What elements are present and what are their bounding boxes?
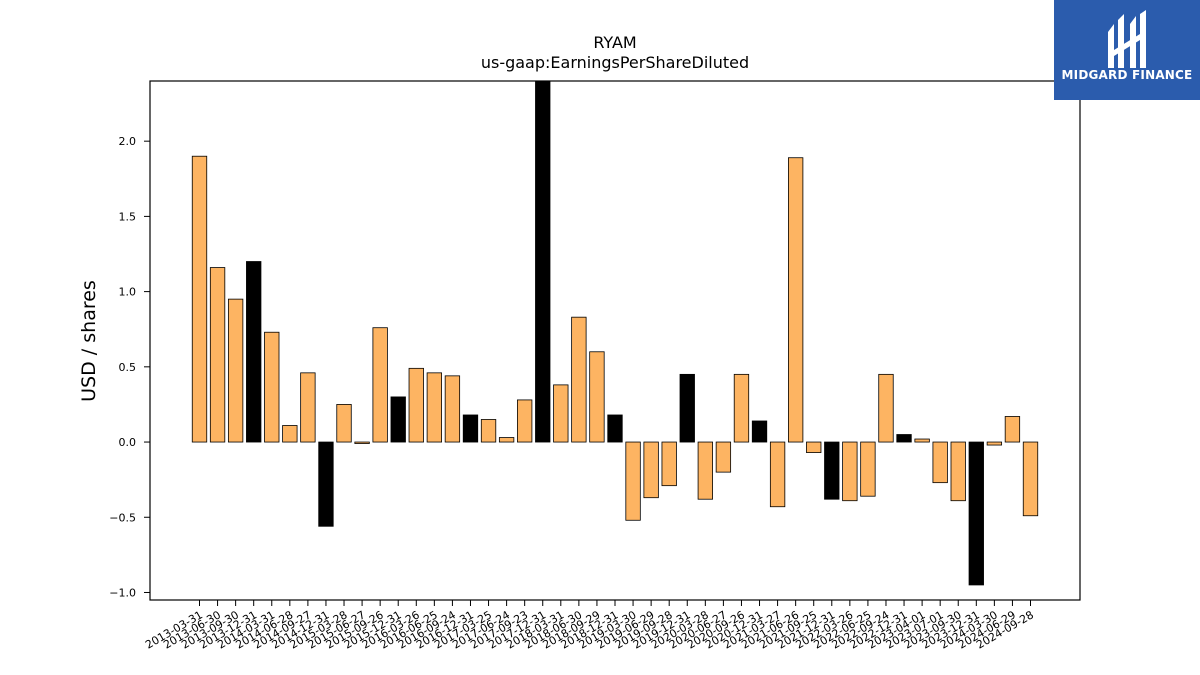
bar-2019-09-28 [661,441,677,487]
midgard-finance-logo: MIDGARD FINANCE [1054,0,1200,100]
bar-2022-12-31 [896,434,912,443]
y-axis-label: USD / shares [78,280,100,402]
bar-2020-03-28 [697,441,713,500]
y-tick-label: −0.5 [109,511,136,524]
bar-2015-12-31 [390,396,406,443]
bar-2022-09-24 [878,373,894,443]
bar-2021-09-25 [806,441,822,453]
bar-2020-06-27 [715,441,732,473]
plot-frame [149,80,1081,601]
chart-subtitle: us-gaap:EarningsPerShareDiluted [481,53,749,72]
bar-2018-12-31 [607,414,623,443]
bar-2017-09-23 [517,399,533,443]
bar-2017-12-31 [535,80,551,443]
bar-2018-06-30 [571,316,587,443]
bar-2017-03-25 [480,419,497,443]
bar-2016-12-31 [462,414,479,443]
logo-text: MIDGARD FINANCE [1061,68,1193,82]
y-tick-label: 2.0 [119,135,137,148]
bar-2018-09-29 [589,351,605,443]
bar-2014-06-28 [282,425,298,443]
y-tick-label: −1.0 [109,586,136,599]
y-tick-label: 1.5 [119,210,137,223]
bar-2021-03-27 [769,441,786,508]
bar-2019-03-30 [625,441,641,521]
bar-2024-09-28 [1022,441,1039,517]
y-axis-ticks: −1.0 −0.5 0.0 0.5 1.0 1.5 2.0 [109,135,150,599]
bar-2016-03-26 [408,367,424,443]
bar-2016-06-25 [426,372,443,443]
x-axis-ticks: 2013-03-312013-06-302013-09-302013-12-31… [143,600,1036,652]
bar-2021-06-26 [788,157,804,443]
y-tick-label: 0.0 [119,436,137,449]
bar-2016-09-24 [444,375,461,443]
bar-2023-09-30 [950,441,966,502]
y-tick-label: 0.5 [119,361,137,374]
chart-title: RYAM [593,33,636,52]
bar-2014-03-31 [264,331,280,443]
bar-2020-12-31 [751,420,768,443]
bar-2023-04-01 [914,438,930,443]
bar-2024-06-29 [1004,416,1021,443]
bar-2015-06-27 [354,441,370,444]
bar-2022-03-26 [842,441,858,502]
bar-2019-12-31 [679,373,695,443]
bar-2013-12-31 [246,261,262,443]
bar-2023-12-31 [968,441,984,586]
bar-2024-03-30 [986,441,1003,446]
bar-2013-06-30 [209,267,226,443]
bar-2019-06-29 [643,441,659,499]
bar-2023-07-01 [932,441,948,484]
bar-2021-12-31 [824,441,840,500]
bar-2020-09-26 [733,373,750,443]
bar-2013-03-31 [191,155,208,443]
bars-group [191,80,1039,586]
bar-2013-09-30 [227,298,244,443]
bar-2014-09-27 [300,372,316,443]
bar-2017-06-24 [498,437,515,443]
y-tick-label: 1.0 [119,286,137,299]
bar-2015-03-28 [336,404,352,443]
bar-2015-09-26 [372,327,388,443]
midgard-logo-icon [1108,10,1146,68]
bar-2014-12-31 [318,441,334,527]
bar-2022-06-25 [860,441,876,497]
bar-2018-03-31 [553,384,569,443]
